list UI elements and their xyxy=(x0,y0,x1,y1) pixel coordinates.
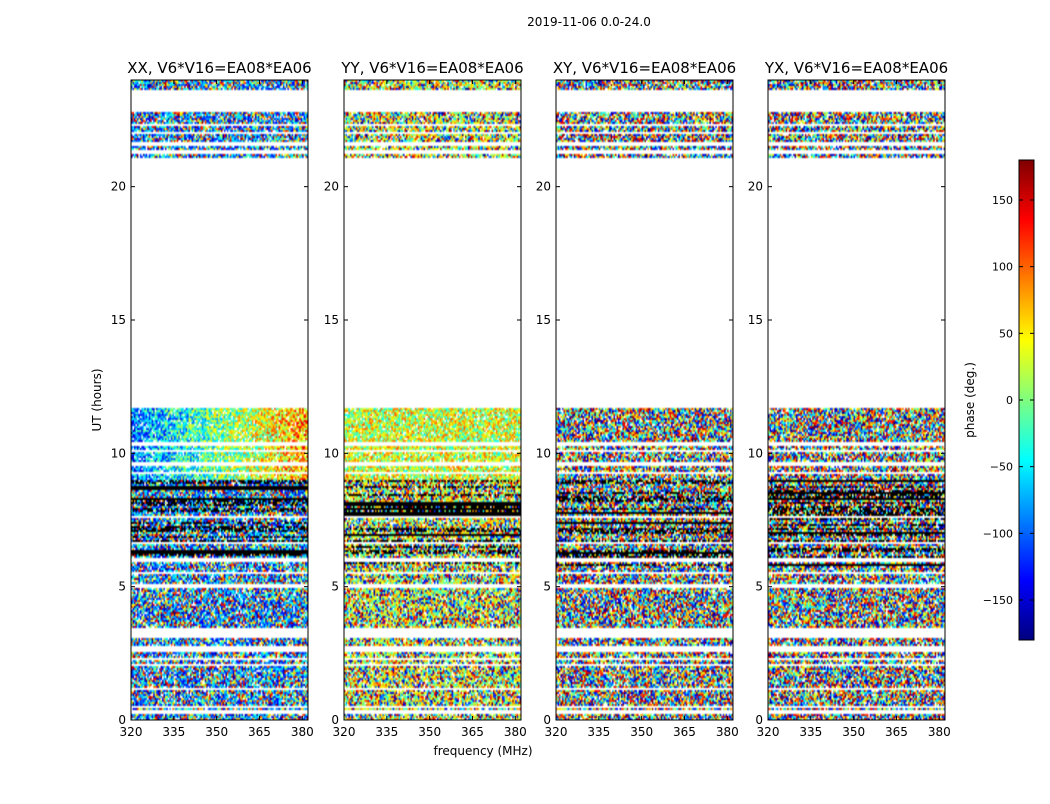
colorbar-tick-label: 150 xyxy=(992,194,1013,207)
x-tick-label: 320 xyxy=(120,725,143,739)
colorbar: −150 −100 −50 0 50 100 150 xyxy=(983,159,1035,641)
x-tick-label: 320 xyxy=(757,725,780,739)
y-tick-label: 15 xyxy=(111,313,126,327)
y-tick-label: 10 xyxy=(324,446,339,460)
panel-frame xyxy=(555,79,734,721)
y-tick-label: 10 xyxy=(111,446,126,460)
y-tick-label: 5 xyxy=(543,580,551,594)
y-tick-label: 0 xyxy=(118,713,126,727)
y-tick-label: 20 xyxy=(748,180,763,194)
x-tick-label: 335 xyxy=(799,725,822,739)
y-tick-label: 15 xyxy=(748,313,763,327)
x-tick-label: 365 xyxy=(673,725,696,739)
colorbar-tick-label: −150 xyxy=(983,594,1013,607)
colorbar-tick-label: 0 xyxy=(1006,394,1013,407)
x-tick-label: 350 xyxy=(842,725,865,739)
y-tick-label: 15 xyxy=(324,313,339,327)
x-tick-label: 335 xyxy=(587,725,610,739)
y-tick-label: 0 xyxy=(755,713,763,727)
panel-3: XY, V6*V16=EA08*EA06 320 335 350 365 380 0 5 10 1… xyxy=(536,59,739,739)
y-tick-label: 20 xyxy=(536,180,551,194)
panel-1: XX, V6*V16=EA08*EA06 320 335 350 365 380 0 5 10 1… xyxy=(111,59,314,739)
x-tick-label: 365 xyxy=(461,725,484,739)
figure-suptitle: 2019-11-06 0.0-24.0 xyxy=(527,15,651,29)
x-tick-label: 380 xyxy=(716,725,739,739)
panel-4: YX, V6*V16=EA08*EA06 320 335 350 365 380 0 5 10 1… xyxy=(748,59,951,739)
x-tick-label: 350 xyxy=(418,725,441,739)
y-axis-label: UT (hours) xyxy=(90,368,104,431)
panel-title: XY, V6*V16=EA08*EA06 xyxy=(553,59,736,77)
phase-heatmap-4 xyxy=(768,80,945,720)
x-tick-label: 380 xyxy=(504,725,527,739)
y-tick-label: 0 xyxy=(543,713,551,727)
x-tick-label: 350 xyxy=(205,725,228,739)
x-tick-label: 320 xyxy=(333,725,356,739)
y-tick-label: 15 xyxy=(536,313,551,327)
x-tick-label: 380 xyxy=(928,725,951,739)
colorbar-tick-label: −50 xyxy=(990,461,1013,474)
colorbar-tick-label: 50 xyxy=(999,327,1013,340)
y-tick-label: 0 xyxy=(331,713,339,727)
y-tick-label: 5 xyxy=(755,580,763,594)
phase-heatmap-3 xyxy=(556,80,733,720)
x-tick-label: 350 xyxy=(630,725,653,739)
colorbar-tick-label: 100 xyxy=(992,261,1013,274)
y-tick-label: 5 xyxy=(331,580,339,594)
x-axis-label: frequency (MHz) xyxy=(433,744,532,758)
phase-heatmap-2 xyxy=(344,80,521,720)
y-tick-label: 10 xyxy=(748,446,763,460)
panel-title: XX, V6*V16=EA08*EA06 xyxy=(127,59,311,77)
y-tick-label: 20 xyxy=(111,180,126,194)
colorbar-tick-label: −100 xyxy=(983,527,1013,540)
panel-title: YX, V6*V16=EA08*EA06 xyxy=(764,59,948,77)
y-tick-label: 10 xyxy=(536,446,551,460)
panel-frame xyxy=(130,79,309,721)
x-tick-label: 380 xyxy=(291,725,314,739)
x-tick-label: 335 xyxy=(162,725,185,739)
x-tick-label: 335 xyxy=(375,725,398,739)
panel-title: YY, V6*V16=EA08*EA06 xyxy=(340,59,523,77)
x-tick-label: 365 xyxy=(248,725,271,739)
x-tick-label: 320 xyxy=(545,725,568,739)
y-tick-label: 5 xyxy=(118,580,126,594)
x-tick-label: 365 xyxy=(885,725,908,739)
panel-frame xyxy=(767,79,946,721)
y-tick-label: 20 xyxy=(324,180,339,194)
panel-frame xyxy=(343,79,522,721)
panel-2: YY, V6*V16=EA08*EA06 320 335 350 365 380 0 5 10 1… xyxy=(324,59,527,739)
panels-group: XX, V6*V16=EA08*EA06 320 335 350 365 380 0 5 10 1… xyxy=(111,59,951,739)
colorbar-label: phase (deg.) xyxy=(963,362,977,438)
phase-heatmap-1 xyxy=(131,80,308,720)
